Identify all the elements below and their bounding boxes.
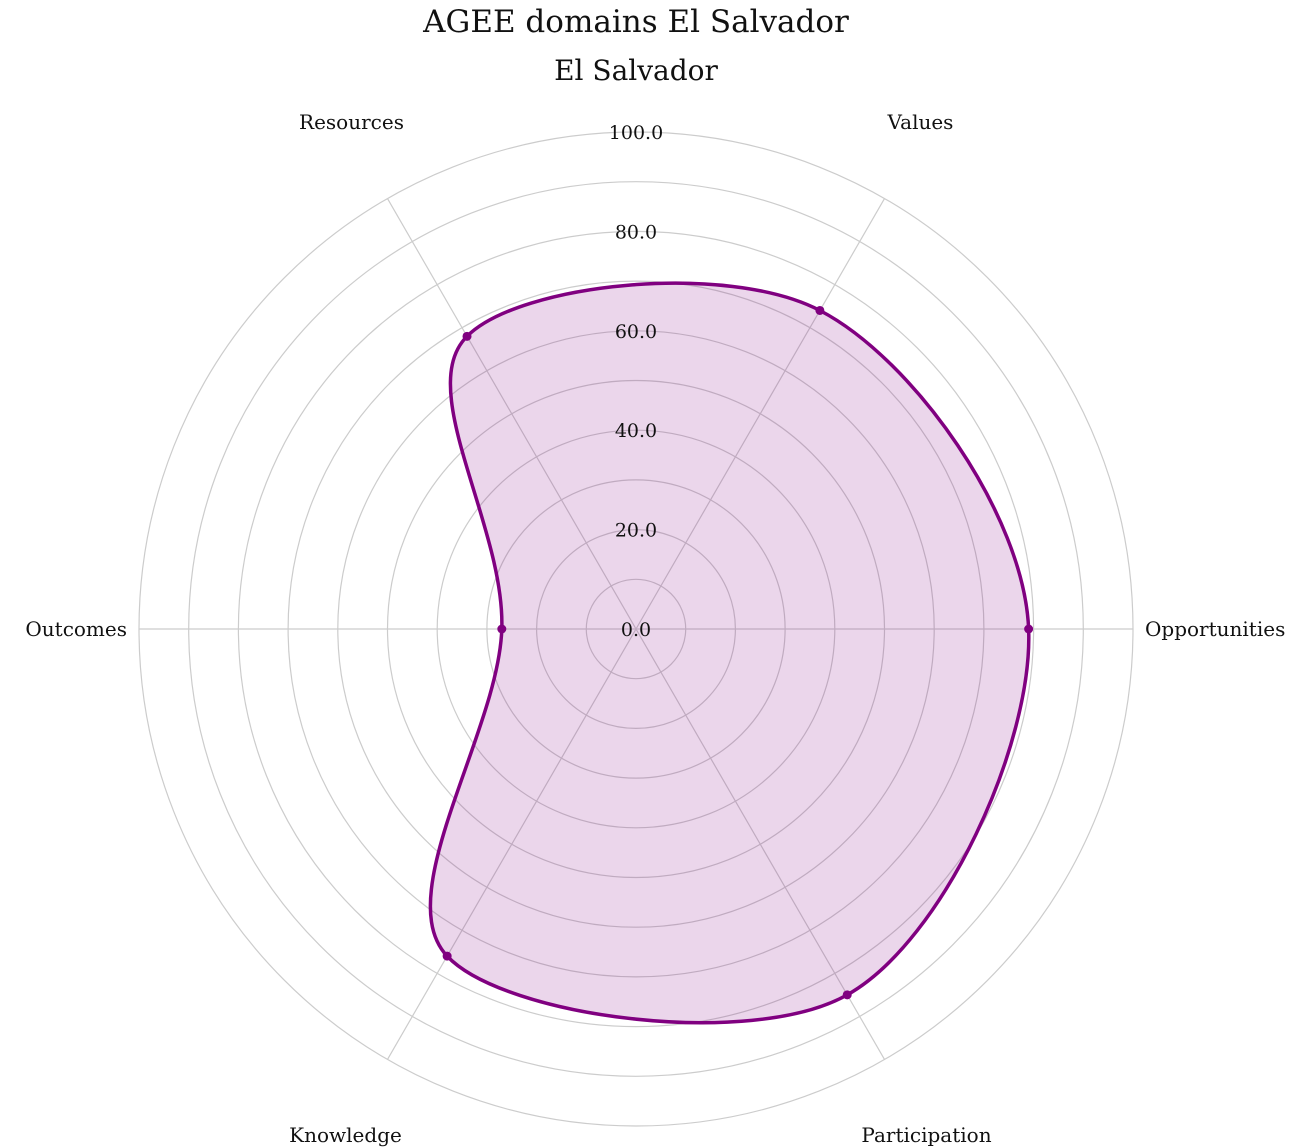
r-tick-label: 40.0 xyxy=(615,420,657,442)
axis-label: Knowledge xyxy=(289,1123,402,1147)
label-layer: 0.0 20.0 40.0 60.0 80.0 100.0 Opportunities Val… xyxy=(25,110,1285,1147)
grid-layer xyxy=(138,131,1134,1127)
data-point xyxy=(1024,624,1034,634)
data-point xyxy=(815,305,825,315)
r-tick-label: 100.0 xyxy=(609,122,663,144)
chart-subtitle: El Salvador xyxy=(554,54,718,87)
data-point xyxy=(497,624,507,634)
r-tick-label: 20.0 xyxy=(615,520,657,542)
data-point xyxy=(442,951,452,961)
axis-spoke xyxy=(635,198,886,630)
axis-label: Outcomes xyxy=(25,617,127,641)
series-area xyxy=(428,281,1031,1025)
axis-spoke xyxy=(635,628,886,1060)
axis-spoke xyxy=(386,628,637,1060)
data-point xyxy=(462,331,472,341)
data-layer xyxy=(428,281,1034,1025)
axis-spoke xyxy=(386,198,637,630)
axis-label: Resources xyxy=(299,110,404,134)
data-point xyxy=(842,990,852,1000)
r-tick-label: 0.0 xyxy=(621,619,651,641)
axis-label: Values xyxy=(887,110,954,134)
chart-title: AGEE domains El Salvador xyxy=(422,4,849,40)
axis-label: Opportunities xyxy=(1145,617,1285,641)
r-tick-label: 80.0 xyxy=(615,221,657,243)
r-tick-label: 60.0 xyxy=(615,321,657,343)
axis-label: Participation xyxy=(861,1123,991,1147)
